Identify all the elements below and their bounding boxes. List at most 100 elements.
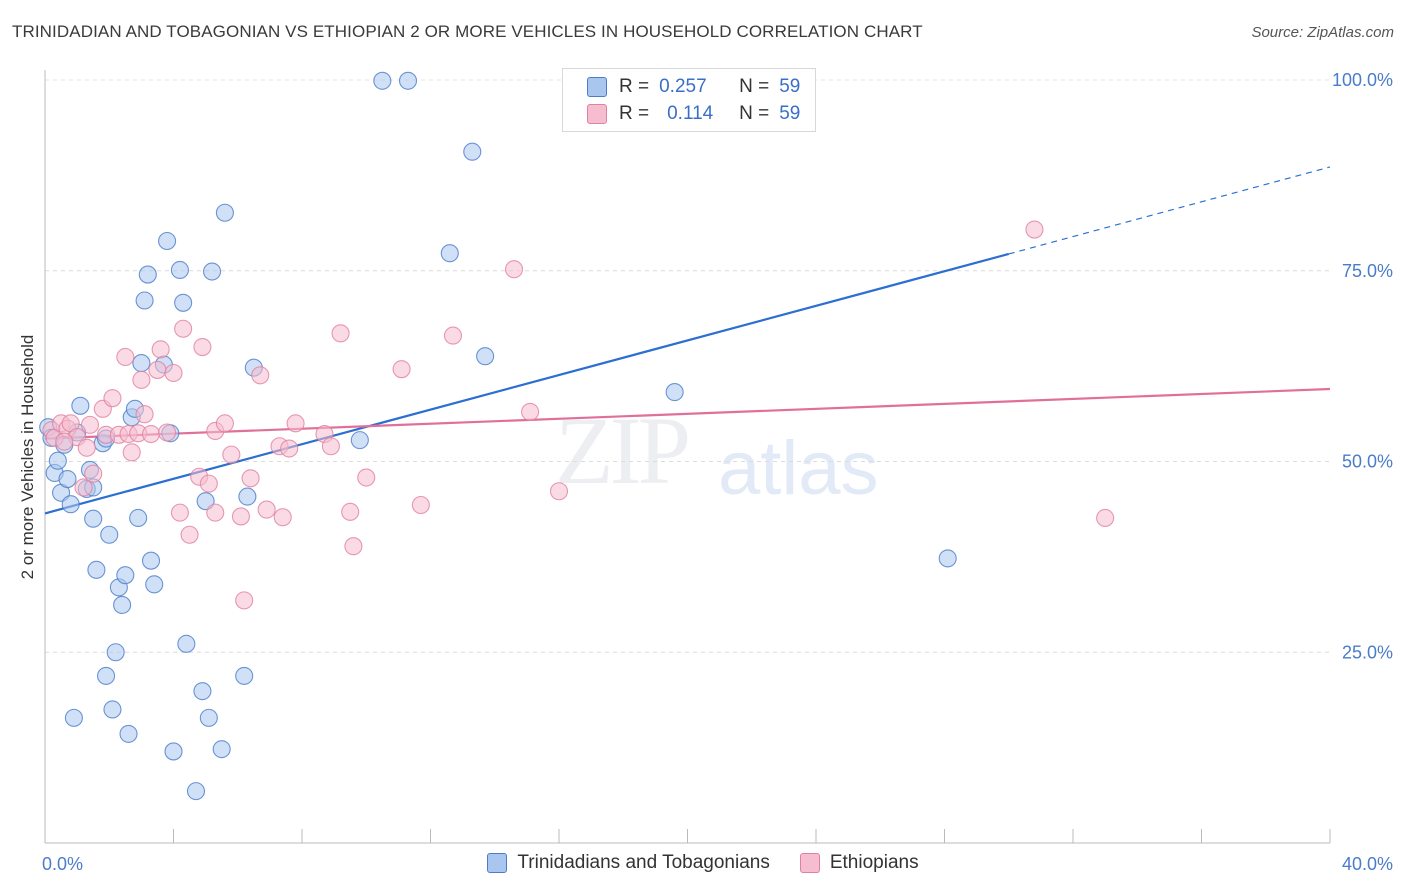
point-trinidadians: [212, 740, 231, 759]
point-ethiopians: [286, 414, 305, 433]
chart-title: TRINIDADIAN AND TOBAGONIAN VS ETHIOPIAN …: [12, 22, 923, 41]
point-trinidadians: [106, 643, 125, 662]
point-trinidadians: [119, 724, 138, 743]
point-trinidadians: [58, 469, 77, 489]
point-trinidadians: [116, 566, 135, 585]
point-ethiopians: [164, 363, 183, 383]
point-ethiopians: [103, 389, 122, 408]
legend-r-value-series1: 0.257: [659, 76, 707, 97]
point-ethiopians: [357, 468, 376, 487]
y-tick-label: 50.0%: [1342, 452, 1393, 472]
point-ethiopians: [141, 424, 161, 444]
point-trinidadians: [84, 509, 103, 528]
legend-row-series2: R = 0.114 N = 59: [587, 102, 800, 126]
gridlines: [45, 79, 1330, 653]
x-tick-label-min: 0.0%: [42, 854, 83, 874]
point-trinidadians: [235, 666, 254, 685]
trendline-trinidadians: [44, 252, 1010, 515]
point-ethiopians: [158, 423, 177, 442]
y-tick-label: 100.0%: [1332, 70, 1393, 90]
point-ethiopians: [231, 507, 251, 526]
legend-item-ethiopians: Ethiopians: [799, 852, 919, 874]
y-axis-label: 2 or more Vehicles in Household: [18, 335, 37, 580]
point-ethiopians: [77, 438, 96, 457]
point-trinidadians: [463, 142, 482, 161]
point-trinidadians: [145, 575, 164, 594]
point-trinidadians: [938, 549, 957, 568]
point-ethiopians: [443, 326, 463, 345]
point-trinidadians: [215, 203, 234, 222]
point-trinidadians: [373, 71, 392, 90]
point-trinidadians: [193, 682, 212, 701]
point-ethiopians: [180, 525, 199, 544]
point-ethiopians: [206, 503, 225, 522]
point-trinidadians: [476, 347, 495, 366]
legend-swatch-blue: [587, 77, 607, 97]
point-trinidadians: [177, 634, 196, 653]
point-ethiopians: [193, 337, 212, 357]
legend-swatch-blue: [487, 853, 508, 873]
trendline-trinidadians-extension: [1008, 166, 1331, 255]
point-ethiopians: [280, 439, 299, 458]
point-ethiopians: [321, 437, 340, 456]
point-trinidadians: [665, 383, 684, 402]
legend-r-label: R =: [619, 76, 650, 97]
tick-labels: 25.0% 50.0% 75.0% 100.0% 0.0% 40.0%: [42, 70, 1393, 874]
legend-item-trinidadians: Trinidadians and Tobagonians: [487, 852, 770, 874]
point-ethiopians: [251, 366, 270, 385]
x-tick-label-max: 40.0%: [1342, 854, 1393, 874]
trendline-ethiopians: [44, 387, 1331, 440]
source-label: Source: ZipAtlas.com: [1251, 24, 1394, 41]
point-trinidadians: [186, 782, 206, 801]
legend-swatch-pink: [587, 104, 607, 124]
point-ethiopians: [116, 347, 135, 367]
point-ethiopians: [1025, 220, 1044, 239]
point-trinidadians: [61, 495, 80, 514]
point-trinidadians: [174, 293, 193, 312]
point-trinidadians: [100, 525, 119, 544]
point-ethiopians: [392, 360, 411, 379]
point-ethiopians: [273, 508, 292, 527]
legend-swatch-pink: [799, 853, 820, 873]
point-trinidadians: [199, 708, 218, 727]
point-trinidadians: [203, 262, 222, 281]
point-trinidadians: [103, 700, 122, 719]
point-trinidadians: [141, 551, 161, 570]
point-ethiopians: [241, 469, 260, 488]
point-ethiopians: [148, 360, 167, 379]
point-ethiopians: [84, 464, 103, 483]
legend-row-series1: R = 0.257 N = 59: [587, 75, 800, 99]
legend-r-label: R =: [619, 103, 650, 124]
axes: [44, 70, 1331, 844]
point-ethiopians: [504, 260, 524, 279]
watermark-atlas: atlas: [718, 426, 879, 511]
legend-label-ethiopians: Ethiopians: [829, 852, 919, 873]
legend-r-value-series2: 0.114: [667, 103, 714, 124]
trendlines: [44, 166, 1331, 515]
point-ethiopians: [135, 405, 154, 424]
point-trinidadians: [87, 560, 106, 579]
point-trinidadians: [158, 231, 177, 251]
point-trinidadians: [170, 260, 189, 280]
point-ethiopians: [411, 495, 430, 515]
series-legend: Trinidadians and Tobagonians Ethiopians: [0, 852, 1406, 874]
point-ethiopians: [235, 591, 254, 610]
point-ethiopians: [521, 402, 540, 421]
legend-n-value-series2: 59: [779, 103, 801, 124]
point-trinidadians: [138, 265, 157, 284]
point-trinidadians: [238, 487, 257, 506]
point-ethiopians: [55, 432, 74, 451]
point-trinidadians: [113, 595, 132, 614]
point-trinidadians: [48, 451, 67, 470]
legend-n-value-series1: 59: [779, 76, 801, 97]
point-trinidadians: [132, 354, 151, 373]
point-ethiopians: [174, 319, 193, 338]
point-ethiopians: [341, 502, 360, 521]
point-ethiopians: [344, 537, 363, 556]
data-points: [39, 71, 1115, 801]
point-ethiopians: [549, 482, 569, 501]
point-trinidadians: [164, 742, 183, 761]
point-ethiopians: [222, 445, 241, 464]
point-trinidadians: [71, 396, 90, 415]
point-ethiopians: [215, 414, 234, 433]
